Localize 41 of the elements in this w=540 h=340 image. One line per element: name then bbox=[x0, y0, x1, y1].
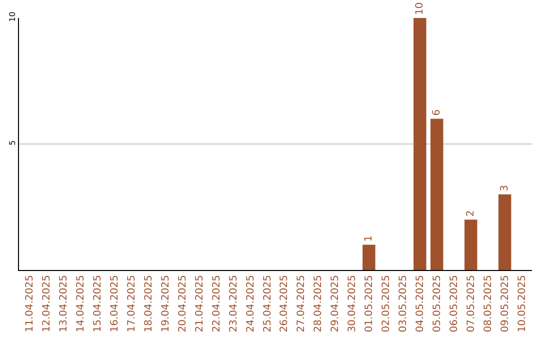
x-tick-label: 06.05.2025 bbox=[449, 275, 460, 332]
x-tick-label: 30.04.2025 bbox=[347, 275, 358, 332]
x-tick-label: 19.04.2025 bbox=[160, 275, 172, 332]
x-tick-label: 22.04.2025 bbox=[211, 275, 222, 332]
bar bbox=[498, 194, 512, 270]
x-tick-label: 13.04.2025 bbox=[58, 275, 70, 332]
x-tick-label: 05.05.2025 bbox=[432, 275, 444, 332]
x-tick-label: 08.05.2025 bbox=[483, 275, 494, 332]
x-tick-label: 16.04.2025 bbox=[109, 275, 120, 332]
x-tick-label: 12.04.2025 bbox=[41, 275, 52, 332]
data-label: 1 bbox=[363, 235, 374, 242]
x-tick-label: 14.04.2025 bbox=[75, 275, 86, 332]
y-tick-label: 5 bbox=[8, 140, 17, 146]
x-tick-label: 04.05.2025 bbox=[415, 275, 426, 332]
x-tick-label: 24.04.2025 bbox=[245, 275, 256, 332]
x-tick-label: 27.04.2025 bbox=[296, 275, 308, 332]
x-tick-label: 21.04.2025 bbox=[194, 275, 206, 332]
x-tick-label: 20.04.2025 bbox=[177, 275, 188, 332]
x-tick-label: 15.04.2025 bbox=[92, 275, 104, 332]
x-tick-label: 07.05.2025 bbox=[466, 275, 478, 332]
data-label: 10 bbox=[414, 2, 426, 15]
x-tick-label: 09.05.2025 bbox=[500, 275, 512, 332]
bar bbox=[414, 18, 426, 270]
x-tick-label: 03.05.2025 bbox=[398, 275, 410, 332]
data-label: 3 bbox=[499, 185, 510, 192]
x-tick-label: 02.05.2025 bbox=[381, 275, 392, 332]
x-tick-label: 10.05.2025 bbox=[517, 275, 528, 332]
bar bbox=[362, 244, 376, 270]
data-label: 6 bbox=[431, 109, 442, 116]
x-tick-label: 17.04.2025 bbox=[126, 275, 138, 332]
x-tick-label: 29.04.2025 bbox=[330, 275, 342, 332]
x-tick-label: 23.04.2025 bbox=[228, 275, 240, 332]
x-tick-label: 25.04.2025 bbox=[262, 275, 274, 332]
bar bbox=[464, 220, 478, 270]
x-tick-label: 11.04.2025 bbox=[24, 275, 36, 332]
x-tick-label: 18.04.2025 bbox=[143, 275, 154, 332]
x-tick-label: 26.04.2025 bbox=[279, 275, 290, 332]
x-tick-label: 01.05.2025 bbox=[364, 275, 376, 332]
x-tick-label: 28.04.2025 bbox=[313, 275, 324, 332]
bar bbox=[430, 118, 444, 270]
data-label: 2 bbox=[465, 210, 476, 217]
